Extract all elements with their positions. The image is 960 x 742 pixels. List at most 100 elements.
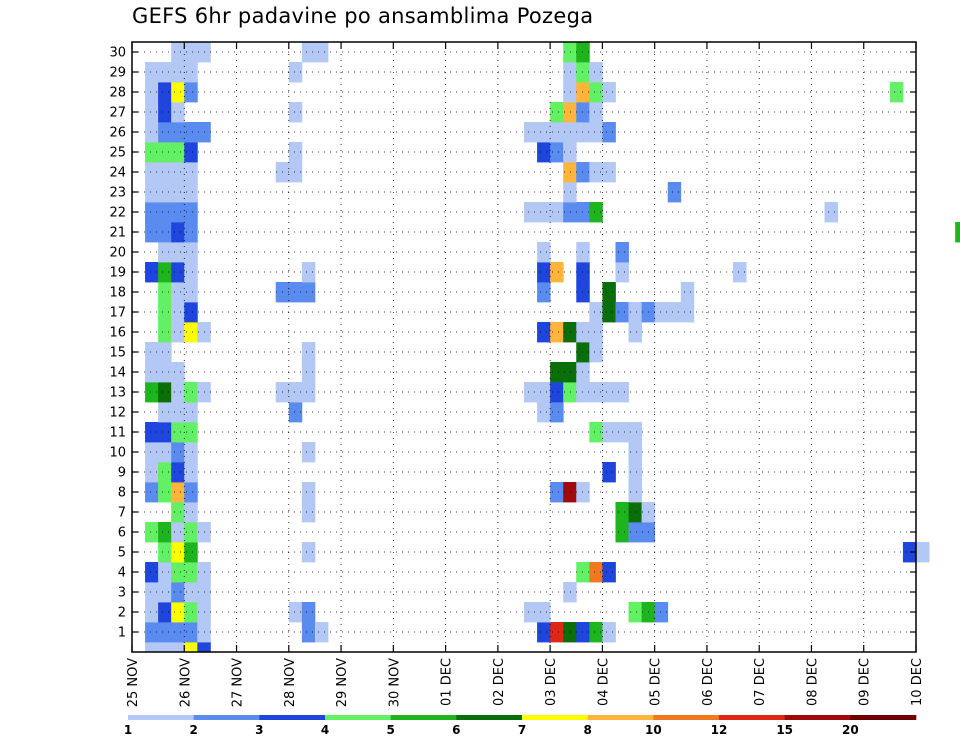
heatmap-cell [680, 302, 695, 323]
heatmap-cell [301, 382, 316, 403]
heatmap-cell [628, 422, 642, 443]
heatmap-cell [158, 102, 172, 123]
heatmap-cell [667, 182, 682, 203]
heatmap-cell [171, 462, 185, 483]
heatmap-cell [576, 62, 590, 83]
legend-swatch [325, 715, 391, 720]
heatmap-cell [628, 322, 642, 343]
heatmap-cell [171, 202, 185, 223]
heatmap-cell [145, 122, 159, 143]
heatmap-cell [576, 102, 590, 123]
heatmap-cell [184, 642, 198, 653]
heatmap-cell [615, 302, 629, 323]
y-tick-label: 28 [109, 86, 126, 101]
heatmap-cell [171, 362, 185, 383]
heatmap-cell [145, 582, 159, 603]
heatmap-cell [550, 482, 564, 503]
heatmap-cell [158, 342, 172, 363]
heatmap-cell [314, 622, 329, 643]
heatmap-cell [171, 62, 185, 83]
y-tick-label: 17 [109, 306, 126, 321]
heatmap-cell [916, 542, 930, 563]
heatmap-cell [158, 162, 172, 183]
heatmap-cell [537, 122, 551, 143]
heatmap-cell [171, 162, 185, 183]
heatmap-cell [158, 442, 172, 463]
heatmap-cell [667, 302, 682, 323]
y-tick-label: 24 [109, 166, 126, 181]
legend-label: 3 [255, 723, 263, 737]
heatmap-cell [145, 202, 159, 223]
heatmap-cell [524, 382, 538, 403]
heatmap-cell [288, 102, 303, 123]
heatmap-cell [171, 542, 185, 563]
heatmap-cell [158, 542, 172, 563]
heatmap-cell [563, 582, 577, 603]
heatmap-cell [628, 462, 642, 483]
heatmap-cell [184, 382, 198, 403]
heatmap-cell [602, 562, 616, 583]
y-tick-label: 29 [109, 66, 126, 81]
heatmap-cell [615, 522, 629, 543]
heatmap-cell [589, 162, 603, 183]
heatmap-cells [145, 42, 960, 653]
heatmap-cell [550, 622, 564, 643]
legend-swatch [719, 715, 785, 720]
heatmap-cell [550, 142, 564, 163]
plot-frame [131, 41, 917, 653]
y-tick-label: 11 [109, 426, 126, 441]
heatmap-cell [158, 322, 172, 343]
heatmap-cell [171, 42, 185, 63]
heatmap-cell [288, 382, 303, 403]
heatmap-cell [733, 262, 747, 283]
heatmap-cell [145, 622, 159, 643]
heatmap-cell [301, 622, 316, 643]
heatmap-cell [902, 542, 917, 563]
heatmap-cell [171, 182, 185, 203]
heatmap-cell [576, 202, 590, 223]
heatmap-cell [615, 422, 629, 443]
heatmap-cell [563, 322, 577, 343]
heatmap-cell [171, 422, 185, 443]
heatmap-cell [158, 182, 172, 203]
heatmap-cell [184, 462, 198, 483]
y-tick-label: 21 [109, 226, 126, 241]
heatmap-cell [301, 502, 316, 523]
heatmap-cell [184, 142, 198, 163]
heatmap-cell [537, 202, 551, 223]
x-tick-label: 09 DEC [858, 658, 873, 706]
heatmap-cell [184, 262, 198, 283]
heatmap-cell [602, 302, 616, 323]
heatmap-cell [158, 302, 172, 323]
heatmap-cell [524, 202, 538, 223]
heatmap-cell [537, 402, 551, 423]
x-tick-label: 10 DEC [910, 658, 925, 706]
heatmap-cell [158, 522, 172, 543]
legend-label: 2 [189, 723, 197, 737]
heatmap-cell [589, 382, 603, 403]
heatmap-cell [589, 302, 603, 323]
y-tick-label: 10 [109, 446, 126, 461]
heatmap-cell [158, 262, 172, 283]
legend-swatch [784, 715, 851, 720]
heatmap-cell [550, 202, 564, 223]
x-tick-label: 28 NOV [283, 658, 298, 707]
heatmap-cell [145, 362, 159, 383]
heatmap-cell [576, 482, 590, 503]
heatmap-cell [602, 122, 616, 143]
heatmap-cell [145, 142, 159, 163]
heatmap-cell [171, 582, 185, 603]
x-tick-label: 06 DEC [701, 658, 716, 706]
x-tick-label: 08 DEC [805, 658, 820, 706]
heatmap-cell [563, 102, 577, 123]
heatmap-cell [288, 602, 303, 623]
y-tick-label: 27 [109, 106, 126, 121]
heatmap-cell [171, 442, 185, 463]
y-tick-label: 25 [109, 146, 126, 161]
heatmap-cell [628, 442, 642, 463]
y-tick-label: 13 [109, 386, 126, 401]
heatmap-cell [145, 342, 159, 363]
heatmap-cell [537, 282, 551, 303]
heatmap-cell [576, 382, 590, 403]
y-tick-label: 7 [118, 506, 126, 521]
